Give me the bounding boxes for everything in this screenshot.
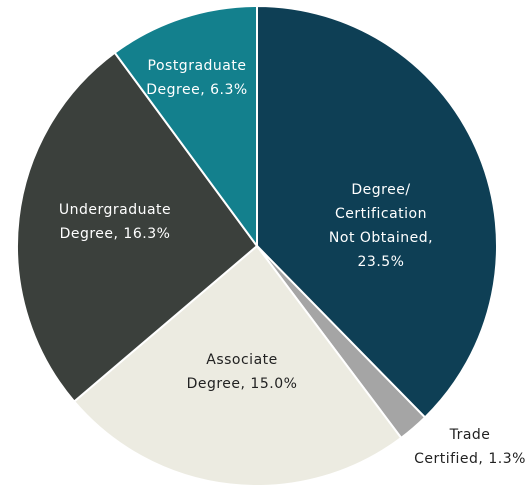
data-label: Trade Certified, 1.3%: [414, 427, 526, 467]
data-label-line: Degree, 6.3%: [146, 82, 247, 98]
data-label: Degree/Certification Not Obtained, 23.5%: [329, 182, 433, 270]
pie-slice: [256, 4, 498, 419]
data-label-line: Trade: [449, 427, 491, 443]
pie-slice: [16, 51, 259, 403]
pie-slice: [72, 244, 403, 485]
data-label: Undergraduate Degree, 16.3%: [59, 202, 171, 242]
pie-slice: [113, 4, 258, 250]
data-label: Associate Degree, 15.0%: [187, 352, 298, 392]
data-label: Postgraduate Degree, 6.3%: [146, 58, 247, 98]
data-label-line: Undergraduate: [59, 202, 171, 218]
data-label-line: Postgraduate: [148, 58, 247, 74]
data-label-line: Degree, 16.3%: [60, 226, 171, 242]
data-label-line: Not Obtained,: [329, 230, 433, 246]
data-label-line: Degree/: [351, 182, 410, 198]
data-label-line: Associate: [206, 352, 278, 368]
data-label-line: Certification: [335, 206, 427, 222]
data-label-line: Degree, 15.0%: [187, 376, 298, 392]
data-label-line: 23.5%: [358, 254, 405, 270]
data-label-line: Certified, 1.3%: [414, 451, 526, 467]
